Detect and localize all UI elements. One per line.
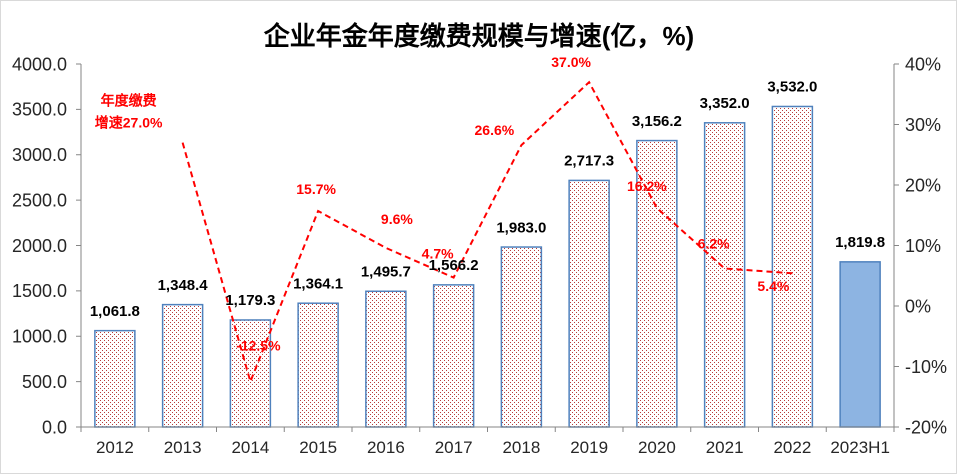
y-axis-tick-label: 1000.0 [12,327,67,347]
bar-value-label-2017: 1,566.2 [429,257,479,274]
growth-rate-label-2019: 37.0% [551,54,591,70]
bar-value-label-2018: 1,983.0 [496,219,546,236]
x-axis-tick-label-2020: 2020 [638,438,676,457]
x-axis-tick-label-2023h1: 2023H1 [830,438,890,457]
bar-value-label-2019: 2,717.3 [564,153,614,170]
x-axis-tick-label-2022: 2022 [773,438,811,457]
bar-2017 [432,284,475,428]
growth-rate-label-2015: 15.7% [296,181,336,197]
x-axis-tick-label-2014: 2014 [231,438,269,457]
y2-axis-tick-label: 10% [905,236,941,256]
bar-2016 [365,290,407,428]
bar-2022 [771,105,814,428]
y-axis-tick-label: 1500.0 [12,281,67,301]
bar-2020 [636,139,678,428]
bar-value-label-2014: 1,179.3 [225,292,275,309]
x-axis-tick-label-2015: 2015 [299,438,337,457]
growth-rate-label-2020: 16.2% [627,178,667,194]
growth-rate-label-2018: 26.6% [475,122,515,138]
bar-2018 [500,246,543,428]
bar-value-label-2016: 1,495.7 [361,264,411,281]
growth-rate-label-2017: 4.7% [422,245,454,261]
bar-value-label-2013: 1,348.4 [158,277,209,294]
bar-2013 [161,303,204,428]
y2-axis-tick-label: -10% [905,357,947,377]
bar-value-label-2022: 3,532.0 [767,79,817,96]
y-axis-tick-label: 3000.0 [12,145,67,165]
growth-rate-series [181,80,793,385]
y2-axis-tick-label: 0% [905,296,931,316]
y2-axis-tick-label: 30% [905,115,941,135]
growth-rate-label-2014: -12.5% [236,338,281,354]
growth-rate-label-2016: 9.6% [381,211,413,227]
y-axis-tick-label: 2000.0 [12,236,67,256]
x-axis-tick-label-2012: 2012 [96,438,134,457]
x-axis-tick-label-2021: 2021 [706,438,744,457]
bar-2014 [229,319,272,428]
bar-2015 [297,302,339,428]
y2-axis-tick-label: -20% [905,417,947,437]
y-axis-tick-label: 0.0 [42,417,67,437]
y-axis-tick-label: 500.0 [22,372,67,392]
y-axis-tick-label: 4000.0 [12,54,67,74]
x-axis-tick-label-2019: 2019 [570,438,608,457]
bar-2012 [94,329,136,428]
x-axis-tick-label-2017: 2017 [435,438,473,457]
bar-value-label-2012: 1,061.8 [90,303,140,320]
bar-value-label-2021: 3,352.0 [700,95,750,112]
growth-rate-label-2013-line-1: 年度缴费 [101,93,157,109]
bar-2021 [703,122,746,428]
y-axis-tick-label: 2500.0 [12,190,67,210]
bar-2019 [568,179,610,428]
y2-axis-tick-label: 20% [905,175,941,195]
y2-axis-tick-label: 40% [905,54,941,74]
growth-rate-label-2022: 5.4% [757,278,789,294]
bar-value-label-2020: 3,156.2 [632,113,682,130]
chart-title: 企业年金年度缴费规模与增速(亿，%) [264,21,694,51]
growth-rate-label-2021: 6.2% [698,235,730,251]
bar-series [94,105,881,428]
bar-value-labels: 1,061.8 1,348.4 1,179.3 1,364.1 1,495.7 1,566… [90,79,885,320]
growth-rate-label-2013-line-2: 增速27.0% [95,115,163,131]
y-axis-tick-label: 3500.0 [12,100,67,120]
axes: 0.0 500.0 1000.0 1500.0 2000.0 2500.0 3000.0 35… [12,54,947,457]
bar-value-label-2023h1: 1,819.8 [835,234,885,251]
x-axis-tick-label-2013: 2013 [164,438,202,457]
bar-2023h1 [839,261,881,428]
bar-value-label-2015: 1,364.1 [293,275,343,292]
growth-rate-line [181,80,793,385]
x-axis-tick-label-2016: 2016 [367,438,405,457]
x-axis-tick-label-2018: 2018 [502,438,540,457]
